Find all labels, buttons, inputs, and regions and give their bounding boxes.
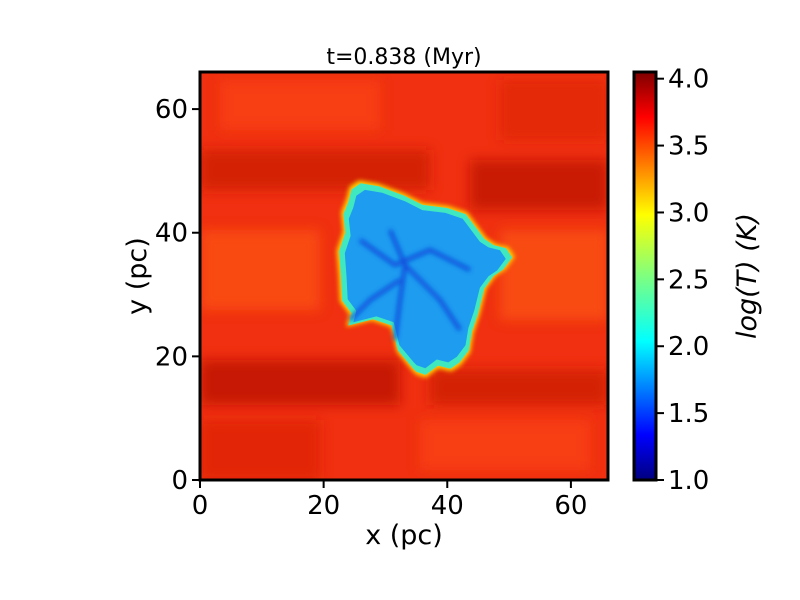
plot-frame (198, 70, 610, 482)
heatmap-plot-area (200, 72, 608, 480)
colorbar-tick-label: 1.0 (668, 466, 709, 496)
x-axis-ticks: 0 20 40 60 (192, 480, 587, 521)
colorbar-label: log(T) (K) (732, 213, 763, 339)
y-tick-label: 20 (155, 342, 188, 372)
x-axis-label: x (pc) (365, 520, 443, 551)
y-axis-ticks: 0 20 40 60 (155, 95, 200, 496)
y-tick-label: 60 (155, 95, 188, 125)
x-tick-label: 40 (431, 491, 464, 521)
colorbar-tick-label: 4.0 (668, 65, 709, 95)
cloud-filaments (348, 229, 471, 341)
chart-title: t=0.838 (Myr) (326, 45, 481, 70)
colorbar-tick-label: 2.0 (668, 332, 709, 362)
x-tick-label: 0 (192, 491, 209, 521)
colorbar-tick-label: 3.0 (668, 198, 709, 228)
colorbar-tick-label: 2.5 (668, 265, 709, 295)
y-tick-label: 0 (171, 466, 188, 496)
y-tick-label: 40 (155, 219, 188, 249)
colorbar-tick-label: 1.5 (668, 399, 709, 429)
colorbar (632, 70, 658, 482)
x-tick-label: 20 (307, 491, 340, 521)
colorbar-ticks: 1.0 1.5 2.0 2.5 3.0 3.5 4.0 (656, 65, 709, 496)
cold-cloud-core (344, 189, 506, 369)
ambient-texture (200, 80, 608, 480)
x-tick-label: 60 (554, 491, 587, 521)
colorbar-tick-label: 3.5 (668, 132, 709, 162)
y-axis-label: y (pc) (122, 237, 153, 315)
